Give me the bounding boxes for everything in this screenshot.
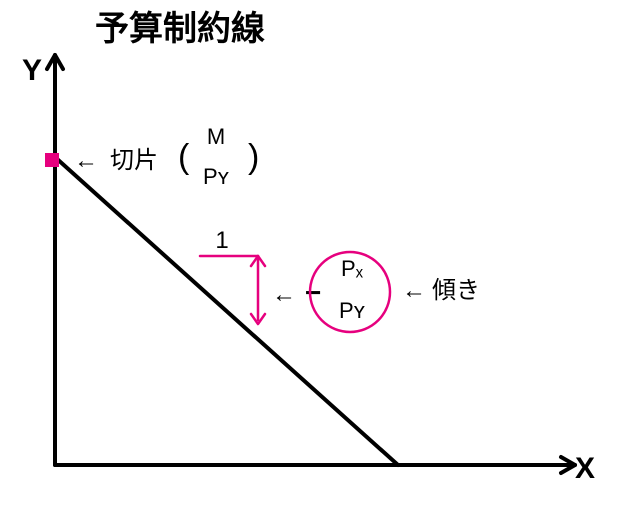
slope-minus-sign: − xyxy=(305,277,321,308)
budget-constraint-diagram: Y X 予算制約線 ← 切片 ( M Pʏ ) 1 ← − Pₓ Pʏ ← 傾き xyxy=(0,0,620,531)
x-axis-label: X xyxy=(575,452,595,485)
y-axis-label: Y xyxy=(22,54,42,87)
axes: Y X xyxy=(22,54,595,485)
slope-fraction-numerator: Pₓ xyxy=(341,256,364,281)
slope-label: 傾き xyxy=(432,277,480,304)
paren-open: ( xyxy=(178,138,190,176)
arrow-left-icon: ← xyxy=(74,147,98,174)
intercept-fraction-denominator: Pʏ xyxy=(203,164,230,189)
chart-title: 予算制約線 xyxy=(95,10,265,48)
paren-close: ) xyxy=(248,138,259,176)
intercept-fraction-numerator: M xyxy=(207,124,225,149)
slope-annotation: 1 ← − Pₓ Pʏ ← 傾き xyxy=(200,227,480,332)
intercept-label: 切片 xyxy=(110,147,158,174)
slope-fraction-denominator: Pʏ xyxy=(339,298,366,323)
intercept-marker xyxy=(45,153,59,167)
arrow-left-icon: ← xyxy=(402,277,426,304)
arrow-left-icon: ← xyxy=(272,281,296,308)
slope-run-label: 1 xyxy=(215,227,228,254)
